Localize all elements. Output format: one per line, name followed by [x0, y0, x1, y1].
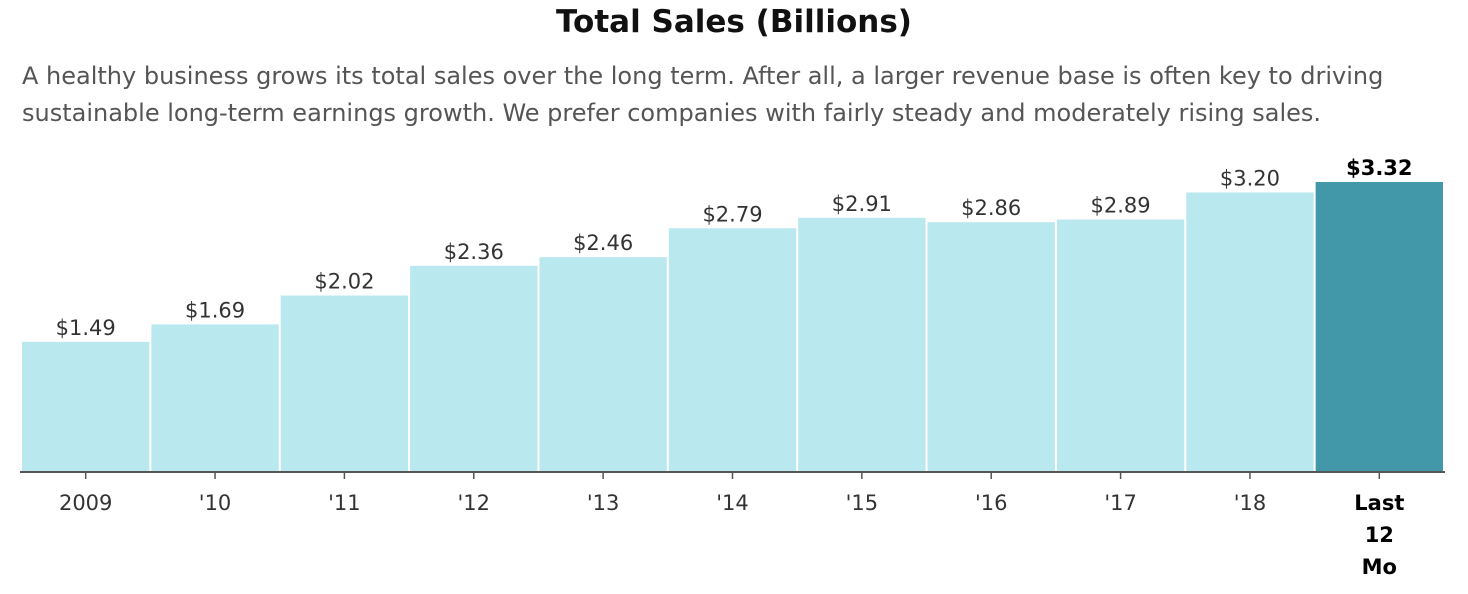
chart-subtitle: A healthy business grows its total sales… [22, 62, 1384, 127]
x-tick-label-6: '15 [846, 491, 879, 515]
bar-value-label-3: $2.36 [444, 240, 504, 264]
x-tick-label-7: '16 [975, 491, 1008, 515]
x-tick-label-5: '14 [716, 491, 749, 515]
bar-value-label-4: $2.46 [573, 231, 633, 255]
bar-value-label-7: $2.86 [961, 196, 1021, 220]
bar-4 [539, 257, 667, 472]
x-tick-label-2: '11 [328, 491, 361, 515]
bar-10 [1315, 182, 1443, 472]
x-tick-label-9: '18 [1234, 491, 1267, 515]
x-tick-label-0: 2009 [59, 491, 112, 515]
bar-value-label-2: $2.02 [314, 270, 374, 294]
bar-value-label-6: $2.91 [832, 192, 892, 216]
bar-8 [1056, 219, 1185, 472]
bar-value-label-0: $1.49 [56, 316, 116, 340]
bar-7 [927, 222, 1055, 472]
bar-3 [410, 265, 538, 472]
bars-layer [22, 182, 1443, 473]
bar-value-label-8: $2.89 [1091, 194, 1151, 218]
bar-value-label-9: $3.20 [1220, 166, 1280, 190]
bar-5 [668, 228, 797, 472]
x-tick-label-8: '17 [1104, 491, 1137, 515]
bar-value-label-10: $3.32 [1346, 156, 1412, 180]
x-tick-label-3: '12 [458, 491, 491, 515]
bar-0 [22, 341, 150, 472]
bar-6 [798, 217, 926, 472]
bar-value-label-5: $2.79 [702, 202, 762, 226]
bar-1 [151, 324, 279, 472]
chart-title: Total Sales (Billions) [556, 4, 912, 40]
x-tick-label-10: Last 12 Mo [1354, 491, 1404, 579]
value-labels-layer: $1.49 $1.69 $2.02 $2.36 $2.46 $2.79 $2.91 $2.86… [56, 156, 1413, 340]
x-axis-ticks-layer: 2009 '10 '11 '12 '13 '14 '15 '16 '17 '18 Last 12 Mo [59, 472, 1404, 579]
bar-2 [280, 295, 409, 472]
x-tick-label-1: '10 [199, 491, 232, 515]
bar-value-label-1: $1.69 [185, 298, 245, 322]
x-tick-label-4: '13 [587, 491, 620, 515]
bar-9 [1186, 192, 1314, 473]
